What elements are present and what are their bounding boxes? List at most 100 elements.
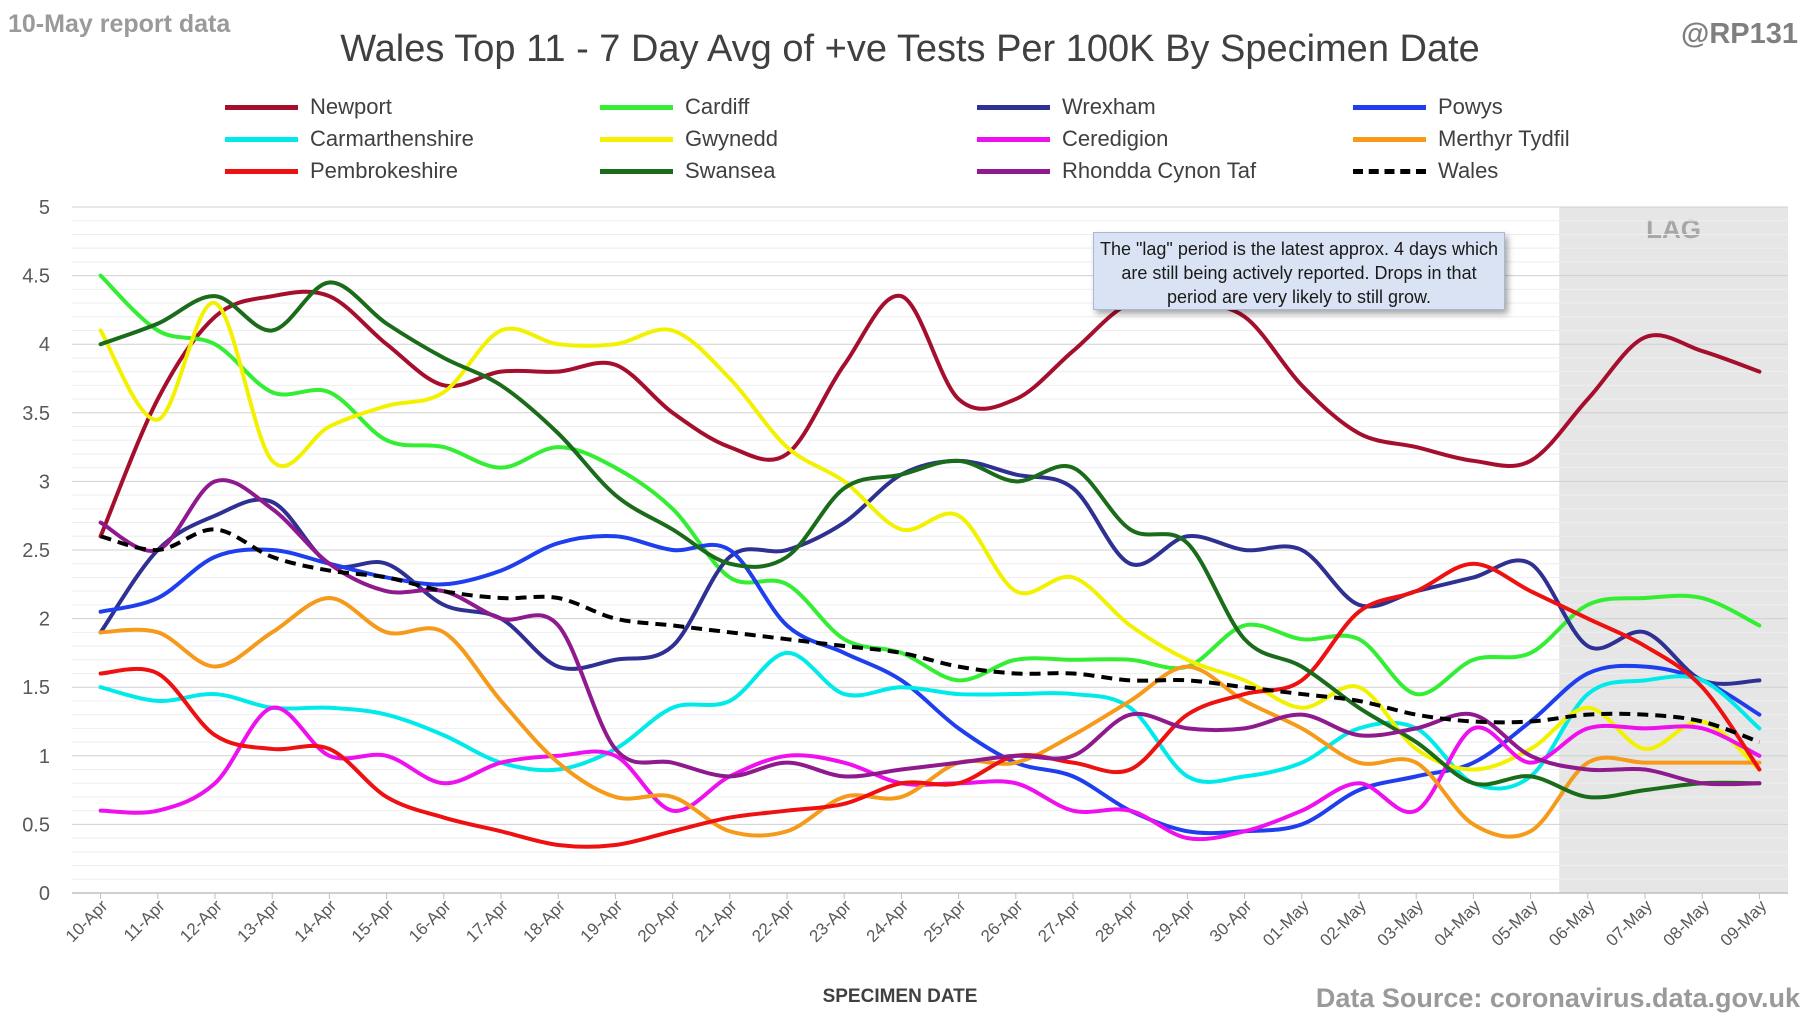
series-line-ceredigion xyxy=(98,705,1762,842)
legend-item-powys: Powys xyxy=(1353,92,1503,122)
report-date-label: 10-May report data xyxy=(8,10,231,38)
legend-swatch xyxy=(600,168,673,174)
legend-swatch xyxy=(977,168,1050,174)
x-tick-label: 19-Apr xyxy=(577,896,627,946)
series-line-newport xyxy=(98,289,1762,539)
x-tick-label: 14-Apr xyxy=(291,896,341,946)
y-tick-label: 1 xyxy=(39,746,50,768)
x-tick-label: 27-Apr xyxy=(1034,896,1084,946)
legend-swatch xyxy=(600,104,673,110)
x-tick-label: 21-Apr xyxy=(691,896,741,946)
x-tick-label: 15-Apr xyxy=(348,896,398,946)
series-lines xyxy=(98,273,1762,849)
legend-item-rhondda-cynon-taf: Rhondda Cynon Taf xyxy=(977,156,1256,186)
series-line-rhondda-cynon-taf xyxy=(98,478,1762,787)
legend-label: Gwynedd xyxy=(685,126,778,151)
legend-item-newport: Newport xyxy=(225,92,392,122)
legend-swatch xyxy=(1353,168,1426,174)
legend-swatch xyxy=(1353,136,1426,142)
x-tick-label: 05-May xyxy=(1488,896,1542,950)
legend-item-ceredigion: Ceredigion xyxy=(977,124,1168,154)
y-tick-label: 4.5 xyxy=(22,266,50,288)
series-line-carmarthenshire xyxy=(98,650,1762,791)
grid-lines xyxy=(72,206,1788,880)
x-tick-label: 07-May xyxy=(1602,896,1656,950)
legend-label: Wrexham xyxy=(1062,94,1156,119)
series-line-powys xyxy=(98,534,1762,836)
author-handle: @RP131 xyxy=(1681,18,1798,50)
x-tick-label: 25-Apr xyxy=(920,896,970,946)
y-tick-label: 4 xyxy=(39,334,50,356)
legend-label: Pembrokeshire xyxy=(310,158,458,183)
series-line-pembrokeshire xyxy=(98,561,1762,849)
legend-label: Newport xyxy=(310,94,392,119)
legend-label: Wales xyxy=(1438,158,1499,183)
y-tick-label: 3 xyxy=(39,471,50,493)
y-tick-label: 2.5 xyxy=(22,540,50,562)
x-tick-label: 03-May xyxy=(1374,896,1428,950)
y-tick-label: 0 xyxy=(39,883,50,905)
x-tick-label: 10-Apr xyxy=(62,896,112,946)
x-tick-label: 22-Apr xyxy=(748,896,798,946)
x-tick-label: 01-May xyxy=(1259,896,1313,950)
y-tick-label: 0.5 xyxy=(22,814,50,836)
x-tick-label: 02-May xyxy=(1316,896,1370,950)
y-tick-label: 5 xyxy=(39,197,50,219)
legend-item-wales: Wales xyxy=(1353,156,1498,186)
legend-label: Swansea xyxy=(685,158,776,183)
x-tick-label: 28-Apr xyxy=(1092,896,1142,946)
data-source-label: Data Source: coronavirus.data.gov.uk xyxy=(1315,983,1800,1013)
legend-item-merthyr-tydfil: Merthyr Tydfil xyxy=(1353,124,1570,154)
x-tick-label: 12-Apr xyxy=(176,896,226,946)
x-tick-label: 29-Apr xyxy=(1149,896,1199,946)
lag-label: LAG xyxy=(1646,214,1701,244)
x-tick-label: 23-Apr xyxy=(806,896,856,946)
legend-swatch xyxy=(225,168,298,174)
x-tick-label: 17-Apr xyxy=(462,896,512,946)
legend-label: Carmarthenshire xyxy=(310,126,474,151)
legend-swatch xyxy=(977,136,1050,142)
legend-label: Cardiff xyxy=(685,94,750,119)
series-line-swansea xyxy=(98,280,1762,800)
legend-swatch xyxy=(225,136,298,142)
x-tick-label: 26-Apr xyxy=(977,896,1027,946)
chart-legend: Newport Cardiff Wrexham Powys Carmarthenshir… xyxy=(225,92,1625,192)
y-tick-label: 2 xyxy=(39,609,50,631)
lag-annotation-box: The "lag" period is the latest approx. 4… xyxy=(1093,232,1505,310)
x-tick-label: 08-May xyxy=(1660,896,1714,950)
legend-item-gwynedd: Gwynedd xyxy=(600,124,778,154)
x-tick-label: 30-Apr xyxy=(1206,896,1256,946)
legend-item-pembrokeshire: Pembrokeshire xyxy=(225,156,458,186)
x-axis-title: SPECIMEN DATE xyxy=(823,986,978,1007)
x-tick-label: 20-Apr xyxy=(634,896,684,946)
series-line-wrexham xyxy=(98,458,1762,686)
y-tick-label: 3.5 xyxy=(22,403,50,425)
legend-swatch xyxy=(977,104,1050,110)
series-line-merthyr-tydfil xyxy=(98,596,1762,839)
series-line-gwynedd xyxy=(98,301,1762,772)
legend-label: Powys xyxy=(1438,94,1503,119)
x-tick-label: 09-May xyxy=(1717,896,1771,950)
series-line-cardiff xyxy=(98,273,1762,697)
legend-item-wrexham: Wrexham xyxy=(977,92,1156,122)
x-tick-label: 16-Apr xyxy=(405,896,455,946)
x-tick-label: 11-Apr xyxy=(120,896,169,945)
x-tick-label: 04-May xyxy=(1431,896,1485,950)
x-tick-label: 13-Apr xyxy=(234,896,284,946)
legend-label: Merthyr Tydfil xyxy=(1438,126,1570,151)
legend-swatch xyxy=(600,136,673,142)
x-tick-label: 18-Apr xyxy=(520,896,570,946)
legend-swatch xyxy=(225,104,298,110)
x-tick-label: 06-May xyxy=(1545,896,1599,950)
legend-item-carmarthenshire: Carmarthenshire xyxy=(225,124,474,154)
legend-item-cardiff: Cardiff xyxy=(600,92,749,122)
legend-swatch xyxy=(1353,104,1426,110)
legend-label: Ceredigion xyxy=(1062,126,1169,151)
chart-title: Wales Top 11 - 7 Day Avg of +ve Tests Pe… xyxy=(340,28,1480,70)
y-tick-label: 1.5 xyxy=(22,677,50,699)
legend-label: Rhondda Cynon Taf xyxy=(1062,158,1257,183)
x-tick-label: 24-Apr xyxy=(863,896,913,946)
legend-item-swansea: Swansea xyxy=(600,156,776,186)
